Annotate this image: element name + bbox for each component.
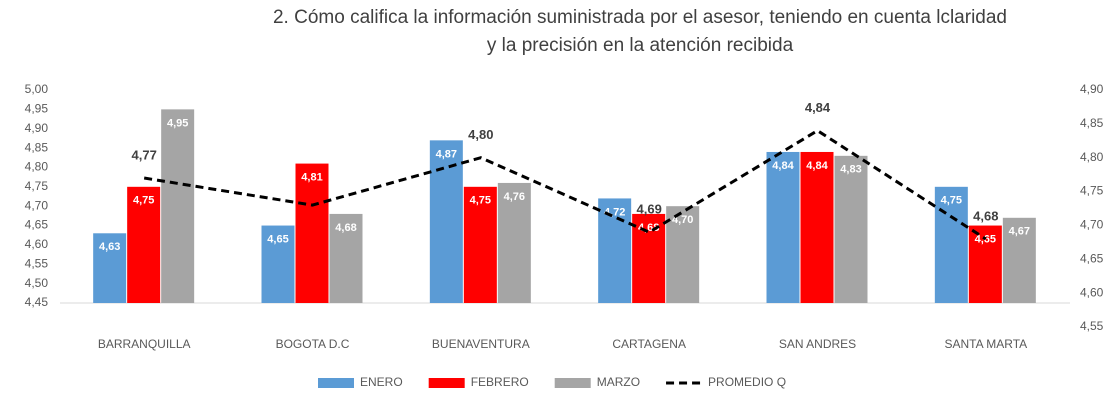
chart-title: y la precisión en la atención recibida: [487, 35, 794, 56]
bar: [1002, 217, 1036, 303]
y-tick-label: 4,45: [25, 295, 49, 309]
bar: [463, 186, 497, 303]
line: [143, 128, 987, 241]
y2-tick-label: 4,85: [1080, 116, 1104, 130]
y-tick-label: 4,50: [25, 276, 49, 290]
line-label: 4,77: [132, 147, 157, 162]
y-tick-label: 4,55: [25, 256, 49, 270]
bar: [295, 163, 329, 303]
data-label: 4,70: [672, 214, 693, 226]
legend-label: ENERO: [360, 375, 403, 389]
data-label: 4,76: [504, 191, 525, 203]
line-label: 4,80: [468, 127, 493, 142]
line-label: 4,69: [637, 202, 662, 217]
y-tick-label: 4,65: [25, 218, 49, 232]
bar: [261, 225, 295, 303]
x-tick-label: SAN ANDRES: [779, 337, 856, 351]
legend-marker: [428, 378, 465, 388]
bar: [800, 151, 834, 303]
bar: [834, 155, 868, 303]
data-label: 4,95: [167, 117, 188, 129]
y-tick-label: 4,85: [25, 140, 49, 154]
x-tick-label: BARRANQUILLA: [98, 337, 191, 351]
y-tick-label: 4,75: [25, 179, 49, 193]
legend-marker: [554, 378, 591, 388]
data-label: 4,63: [99, 241, 120, 253]
y2-tick-label: 4,65: [1080, 251, 1104, 265]
y-tick-label: 4,70: [25, 198, 49, 212]
y-tick-label: 4,80: [25, 160, 49, 174]
y-tick-label: 4,95: [25, 102, 49, 116]
bar: [429, 140, 463, 303]
bar: [934, 186, 968, 303]
data-label: 4,75: [941, 195, 962, 207]
bar: [632, 213, 666, 303]
data-label: 4,65: [267, 233, 288, 245]
chart-title: 2. Cómo califica la información suminist…: [273, 7, 1007, 28]
line-label: 4,84: [805, 100, 831, 115]
y2-tick-label: 4,60: [1080, 285, 1104, 299]
legend-marker: [318, 378, 354, 388]
data-label: 4,87: [436, 148, 457, 160]
data-label: 4,75: [470, 195, 491, 207]
data-label: 4,67: [1009, 226, 1030, 238]
legend-label: MARZO: [597, 375, 640, 389]
legend-label: FEBRERO: [471, 375, 529, 389]
y2-tick-label: 4,70: [1080, 218, 1104, 232]
data-label: 4,68: [335, 222, 356, 234]
bar: [93, 233, 127, 303]
x-tick-label: SANTA MARTA: [944, 337, 1027, 351]
y-tick-label: 4,90: [25, 121, 49, 135]
line-label: 4,68: [973, 208, 998, 223]
y-tick-label: 5,00: [25, 82, 49, 96]
y-tick-label: 4,60: [25, 237, 49, 251]
x-tick-label: CARTAGENA: [612, 337, 686, 351]
y2-tick-label: 4,55: [1080, 319, 1104, 333]
bar: [497, 182, 531, 303]
data-label: 4,83: [840, 164, 861, 176]
data-label: 4,84: [806, 160, 828, 172]
bar: [766, 151, 800, 303]
x-tick-label: BOGOTA D.C: [276, 337, 350, 351]
data-label: 4,84: [772, 160, 794, 172]
y2-tick-label: 4,90: [1080, 82, 1104, 96]
bar: [329, 213, 363, 303]
data-label: 4,75: [133, 195, 154, 207]
y2-tick-label: 4,80: [1080, 150, 1104, 164]
bar: [666, 206, 700, 303]
bar: [127, 186, 161, 303]
bar: [598, 198, 632, 303]
y2-tick-label: 4,75: [1080, 184, 1104, 198]
data-label: 4,81: [301, 171, 322, 183]
bar: [161, 109, 195, 303]
legend-label: PROMEDIO Q: [708, 375, 786, 389]
x-tick-label: BUENAVENTURA: [432, 337, 530, 351]
